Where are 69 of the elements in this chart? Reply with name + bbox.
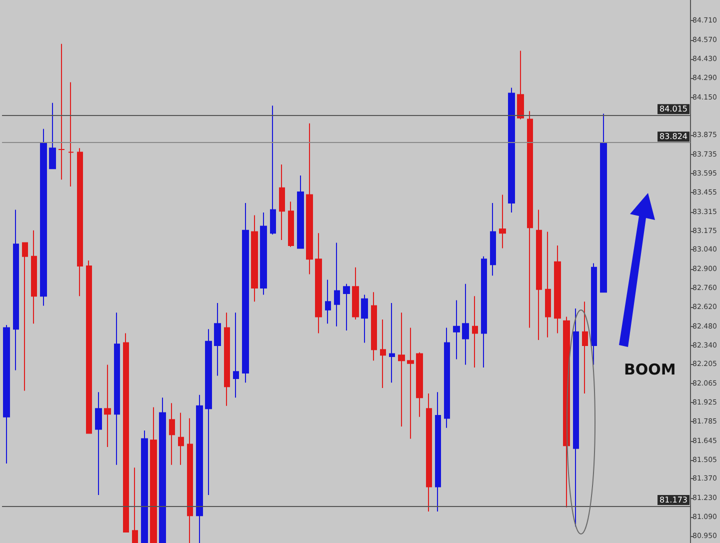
candlestick [150, 406, 157, 543]
candlestick [31, 230, 37, 324]
candlestick [508, 87, 515, 214]
candlestick [178, 412, 184, 466]
candlestick [545, 231, 551, 338]
candlestick [214, 302, 221, 376]
candlestick [398, 312, 405, 427]
candlestick [407, 327, 414, 440]
candlestick [260, 212, 267, 296]
candlestick [536, 209, 542, 341]
candlestick [426, 393, 432, 512]
candlestick [288, 201, 294, 248]
candlestick [352, 266, 359, 320]
candlestick [141, 430, 148, 543]
candlestick [306, 122, 313, 275]
candlestick [490, 202, 496, 276]
candlestick [389, 302, 395, 384]
candlestick [527, 110, 533, 328]
candlestick [104, 364, 111, 448]
candlestick [132, 467, 138, 543]
candlestick [582, 301, 588, 394]
candlestick [187, 418, 193, 543]
candlestick [196, 394, 203, 543]
ref-line-label: 81.173 [660, 495, 688, 504]
candlestick [499, 194, 506, 249]
candlestick [68, 82, 74, 187]
candlestick [86, 260, 92, 434]
candlestick [334, 242, 340, 327]
candlestick [270, 105, 276, 235]
candlestick [205, 328, 212, 496]
candlestick [114, 312, 120, 466]
candlestick [315, 232, 322, 334]
candlestick [554, 244, 561, 334]
candlestick [297, 175, 304, 249]
candlestick [233, 312, 239, 398]
candlestick [444, 327, 450, 428]
candlestick [123, 332, 129, 533]
candlestick [472, 296, 478, 368]
candlestick [416, 352, 423, 418]
candlestick [435, 392, 441, 512]
candlestick [573, 308, 579, 528]
candlestick [169, 402, 175, 466]
candlestick [224, 312, 230, 406]
candlestick [453, 300, 460, 360]
candlestick [58, 43, 65, 180]
candlestick [361, 294, 368, 344]
candlestick [22, 242, 28, 392]
candlestick [591, 262, 597, 366]
annotation: BOOM [624, 360, 676, 378]
candlestick [517, 50, 524, 120]
candlestick [40, 128, 47, 306]
candlestick [600, 113, 607, 293]
candlestick [462, 283, 469, 366]
candlestick [3, 324, 10, 464]
candlestick [95, 392, 102, 496]
candlestick [159, 397, 166, 543]
candlestick [343, 283, 350, 331]
candlestick [13, 209, 19, 371]
candlestick [49, 102, 56, 170]
ref-line-label: 83.824 [660, 132, 688, 142]
candlestick [279, 164, 285, 240]
candlestick [251, 214, 258, 302]
candlestick [481, 256, 487, 368]
candlestick [77, 148, 83, 297]
candlestick [242, 202, 249, 384]
candlestick [325, 279, 331, 324]
candlestick [380, 318, 386, 389]
ref-line-label: 84.015 [660, 104, 688, 114]
candlestick [371, 292, 377, 362]
